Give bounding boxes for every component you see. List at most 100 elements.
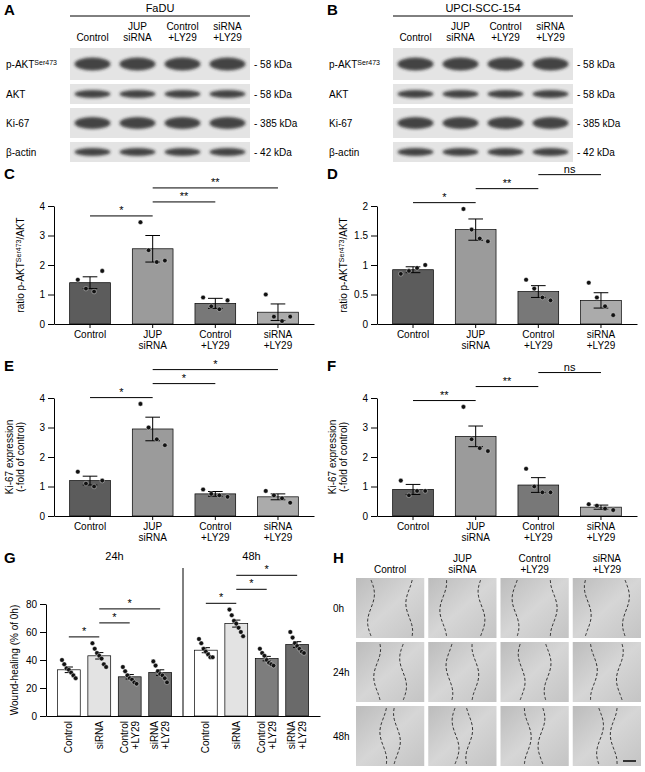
tick-label-line: siRNA bbox=[149, 721, 160, 750]
data-point bbox=[225, 298, 230, 303]
tick: 1 bbox=[362, 260, 377, 271]
error-bar bbox=[208, 298, 223, 308]
data-point bbox=[100, 269, 105, 274]
tick-label-line: siRNA bbox=[94, 721, 105, 750]
tick-label: 1 bbox=[39, 481, 45, 492]
tick: Control bbox=[397, 324, 429, 340]
significance-label: * bbox=[128, 597, 133, 609]
significance-label: ** bbox=[180, 190, 189, 202]
data-point bbox=[197, 637, 202, 642]
error-bar bbox=[145, 417, 160, 441]
row-label: p-AKTSer473 bbox=[6, 59, 57, 71]
lane-label-line: JUP bbox=[451, 21, 470, 32]
blot-strip bbox=[70, 108, 250, 138]
text-segment: AKT bbox=[6, 89, 25, 100]
blot-band bbox=[75, 117, 111, 129]
blot-band bbox=[120, 58, 156, 71]
tick-label-line: JUP bbox=[466, 521, 485, 532]
tick-label-line: JUP bbox=[143, 521, 162, 532]
chart-panel: E01234Ki-67 expression(-fold of control)… bbox=[4, 357, 315, 543]
axis-title: Wound-healing (% of 0h) bbox=[9, 605, 20, 715]
blot-strip bbox=[393, 142, 573, 162]
wound-edge bbox=[544, 644, 551, 700]
tick-label: 60 bbox=[26, 627, 38, 638]
wound-edge bbox=[524, 708, 531, 764]
chart-panel: C01234ratio p-AKTSer473/AKTControlJUPsiR… bbox=[4, 165, 315, 351]
lane-label-line: Control bbox=[489, 21, 521, 32]
tick-mark bbox=[277, 324, 278, 328]
tick-label-line: siRNA bbox=[264, 329, 293, 340]
tick: 0 bbox=[31, 711, 46, 722]
tick-label: 80 bbox=[26, 599, 38, 610]
data-point bbox=[154, 437, 159, 442]
panel-letter: A bbox=[4, 1, 15, 18]
data-point bbox=[524, 277, 529, 282]
tick-label-line: +LY29 bbox=[524, 340, 553, 351]
error-bar bbox=[468, 426, 483, 447]
error-bar bbox=[271, 494, 286, 500]
tick: JUPsiRNA bbox=[139, 516, 168, 543]
tick-mark bbox=[413, 516, 414, 520]
bar bbox=[195, 494, 236, 516]
blot-band bbox=[398, 90, 434, 98]
blot-band bbox=[488, 90, 524, 98]
data-point bbox=[90, 641, 95, 646]
row-label: p-AKTSer473 bbox=[329, 59, 380, 71]
lane-label-line: +LY29 bbox=[213, 32, 242, 43]
bar bbox=[455, 230, 496, 324]
tick: 4 bbox=[362, 393, 377, 404]
tick: 0 bbox=[39, 511, 54, 522]
blot-strip bbox=[393, 108, 573, 138]
x-axis: ControlJUPsiRNAControl+LY29siRNA+LY29 bbox=[378, 516, 638, 543]
blot-band bbox=[165, 58, 201, 71]
wound-edge bbox=[446, 644, 453, 700]
blot-band bbox=[165, 148, 201, 156]
tick-label: 3 bbox=[39, 422, 45, 433]
size-label: - 58 kDa bbox=[254, 59, 292, 70]
row-label: AKT bbox=[329, 89, 348, 100]
row-label: 24h bbox=[333, 667, 350, 678]
size-label: - 58 kDa bbox=[577, 59, 615, 70]
data-point bbox=[99, 656, 104, 661]
tick: Control bbox=[397, 516, 429, 532]
tick-mark bbox=[40, 632, 46, 633]
data-point bbox=[146, 248, 151, 253]
scale-bar bbox=[623, 760, 636, 762]
axis-title: Ki-67 expression bbox=[4, 420, 15, 494]
micrograph bbox=[428, 578, 496, 638]
micrograph bbox=[573, 642, 641, 702]
significance-label: * bbox=[119, 204, 124, 216]
tick-mark bbox=[475, 324, 476, 328]
tick: 4 bbox=[39, 393, 54, 404]
blot-band bbox=[120, 90, 156, 98]
data-point bbox=[258, 647, 263, 652]
size-label: - 42 kDa bbox=[577, 147, 615, 158]
tick-mark bbox=[371, 516, 377, 517]
data-point bbox=[92, 647, 97, 652]
data-point bbox=[477, 236, 482, 241]
axis-line bbox=[377, 207, 378, 325]
y-axis: 020406080 bbox=[26, 599, 47, 722]
tick-label-line: Control bbox=[63, 721, 74, 753]
y-axis: 00.511.52 bbox=[354, 201, 377, 330]
column-label-line: Control bbox=[374, 564, 406, 575]
tick-label-line: Control bbox=[397, 329, 429, 340]
group-label: 48h bbox=[242, 550, 260, 562]
tick-label-line: Control bbox=[74, 521, 106, 532]
tick-mark bbox=[277, 516, 278, 520]
text-segment: (-fold of control) bbox=[338, 422, 349, 492]
blot-band bbox=[443, 148, 479, 156]
tick-label-line: +LY29 bbox=[264, 532, 293, 543]
micrograph bbox=[428, 642, 496, 702]
tick: 0.5 bbox=[354, 289, 377, 300]
blot-band bbox=[398, 117, 434, 129]
significance: *** bbox=[69, 597, 160, 637]
data-point bbox=[262, 654, 267, 659]
wound-edge bbox=[440, 580, 447, 636]
tick: 1 bbox=[39, 289, 54, 300]
tick-label: JUPsiRNA bbox=[139, 329, 168, 351]
size-label: - 58 kDa bbox=[254, 89, 292, 100]
data-point bbox=[217, 493, 222, 498]
lane-label-line: +LY29 bbox=[168, 32, 197, 43]
tick-label: siRNA+LY29 bbox=[587, 329, 616, 351]
